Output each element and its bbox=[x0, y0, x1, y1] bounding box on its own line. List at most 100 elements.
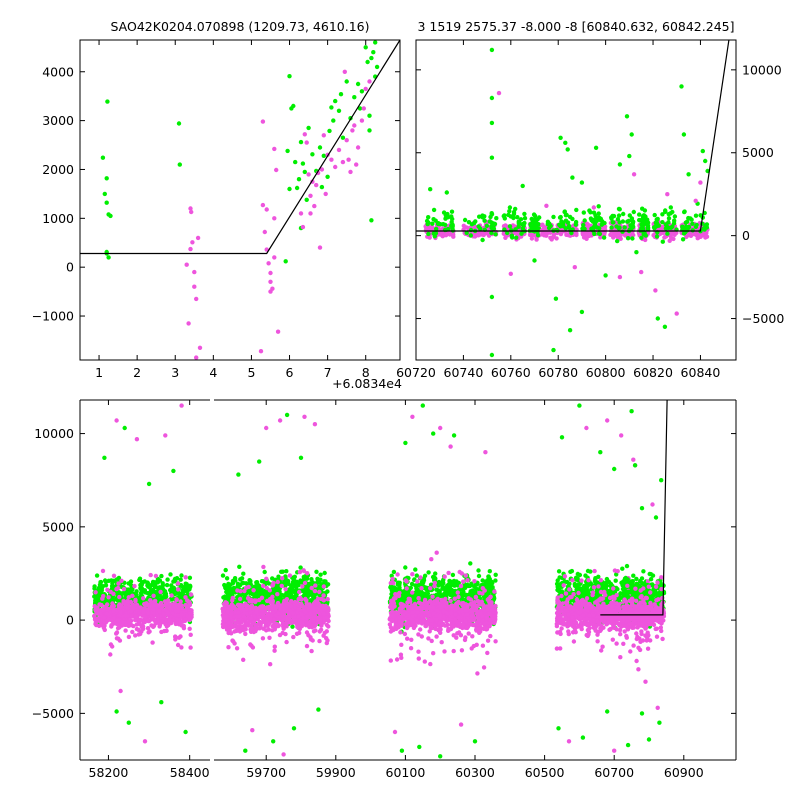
bottom-point bbox=[173, 604, 178, 610]
bottom-point bbox=[176, 635, 182, 640]
bottom-point bbox=[251, 588, 256, 593]
bottom-point bbox=[236, 472, 241, 477]
top-left-point bbox=[300, 224, 306, 230]
bottom-point bbox=[133, 614, 138, 620]
top-left-point bbox=[346, 157, 351, 162]
bottom-point bbox=[102, 455, 107, 460]
bottom-point bbox=[414, 573, 419, 578]
bottom-point bbox=[309, 585, 314, 591]
top-right-point bbox=[426, 231, 431, 237]
top-right-point bbox=[489, 212, 494, 217]
top-left-point bbox=[190, 240, 195, 245]
bottom-point bbox=[308, 598, 313, 603]
bottom-point bbox=[92, 604, 97, 609]
bottom-point bbox=[456, 580, 461, 586]
top-right-point bbox=[686, 215, 691, 221]
bottom-point bbox=[110, 581, 115, 586]
bottom-point bbox=[248, 610, 253, 615]
top-left-x-tick-label: 4 bbox=[209, 365, 217, 380]
top-right-point bbox=[601, 235, 607, 240]
bottom-point bbox=[279, 592, 284, 598]
bottom-point bbox=[493, 578, 498, 583]
bottom-point bbox=[143, 590, 148, 595]
bottom-point bbox=[476, 568, 481, 573]
bottom-point bbox=[300, 619, 305, 624]
bottom-point bbox=[134, 589, 139, 594]
bottom-point bbox=[311, 618, 316, 624]
bottom-point bbox=[262, 569, 267, 575]
bottom-point bbox=[321, 593, 326, 598]
top-left-point bbox=[268, 279, 273, 284]
top-left-y-tick-label: −1000 bbox=[32, 309, 74, 324]
bottom-point bbox=[224, 614, 230, 619]
top-right-point bbox=[693, 213, 699, 218]
bottom-point bbox=[229, 587, 235, 593]
top-right-point bbox=[565, 147, 570, 152]
bottom-point bbox=[475, 582, 480, 587]
top-right-point bbox=[620, 219, 626, 224]
bottom-point bbox=[480, 578, 485, 583]
top-right-point bbox=[489, 230, 494, 236]
top-left-point bbox=[367, 128, 372, 133]
top-right-point bbox=[642, 217, 648, 223]
bottom-point bbox=[298, 578, 303, 583]
top-right-point bbox=[516, 221, 522, 226]
bottom-point bbox=[298, 565, 303, 570]
top-left-point bbox=[260, 119, 266, 124]
top-right-point bbox=[447, 232, 452, 237]
bottom-point bbox=[415, 592, 420, 597]
top-left-point bbox=[194, 296, 199, 302]
top-right-point bbox=[431, 231, 436, 236]
bottom-point bbox=[119, 578, 124, 583]
bottom-point bbox=[226, 630, 231, 636]
bottom-point bbox=[137, 577, 142, 583]
bottom-point bbox=[284, 639, 289, 645]
bottom-point bbox=[94, 622, 99, 628]
bottom-point bbox=[306, 607, 311, 612]
bottom-point bbox=[486, 586, 492, 591]
top-left-point bbox=[329, 157, 334, 162]
top-left-point bbox=[327, 128, 332, 134]
bottom-point bbox=[147, 629, 152, 634]
top-left-point bbox=[319, 184, 325, 190]
bottom-point bbox=[237, 564, 242, 569]
top-right-point bbox=[668, 225, 674, 230]
bottom-point bbox=[292, 589, 297, 594]
top-right-point bbox=[589, 218, 594, 223]
top-right-point bbox=[703, 158, 708, 164]
top-right-point bbox=[566, 223, 572, 229]
bottom-point bbox=[122, 425, 127, 431]
top-right-point bbox=[615, 238, 620, 244]
bottom-point bbox=[253, 584, 258, 589]
top-left-point bbox=[325, 174, 330, 179]
bottom-point bbox=[419, 579, 425, 585]
top-right-point bbox=[579, 180, 585, 185]
bottom-point bbox=[487, 569, 492, 574]
top-right-point bbox=[516, 224, 521, 229]
top-right-point bbox=[568, 228, 573, 233]
bottom-point bbox=[447, 587, 452, 592]
bottom-point bbox=[280, 614, 285, 619]
bottom-point bbox=[134, 626, 140, 632]
top-right-point bbox=[663, 222, 669, 227]
bottom-point bbox=[426, 594, 432, 600]
top-right-x-tick-label: 60780 bbox=[538, 365, 578, 380]
top-left-x-tick-label: 1 bbox=[95, 365, 103, 380]
bottom-point bbox=[286, 612, 292, 618]
top-right-point bbox=[617, 225, 622, 230]
top-right-point bbox=[631, 224, 636, 229]
bottom-point bbox=[244, 585, 249, 590]
top-right-point bbox=[660, 212, 665, 217]
top-left-point bbox=[321, 153, 326, 158]
bottom-point bbox=[101, 593, 106, 599]
bottom-point bbox=[322, 570, 327, 576]
bottom-point bbox=[187, 575, 193, 580]
top-right-point bbox=[640, 206, 645, 211]
top-right-point bbox=[489, 352, 495, 358]
bottom-point bbox=[314, 569, 319, 574]
top-right-point bbox=[693, 198, 698, 203]
bottom-point bbox=[169, 620, 174, 625]
top-left-point bbox=[369, 218, 374, 223]
bottom-point bbox=[280, 630, 285, 636]
